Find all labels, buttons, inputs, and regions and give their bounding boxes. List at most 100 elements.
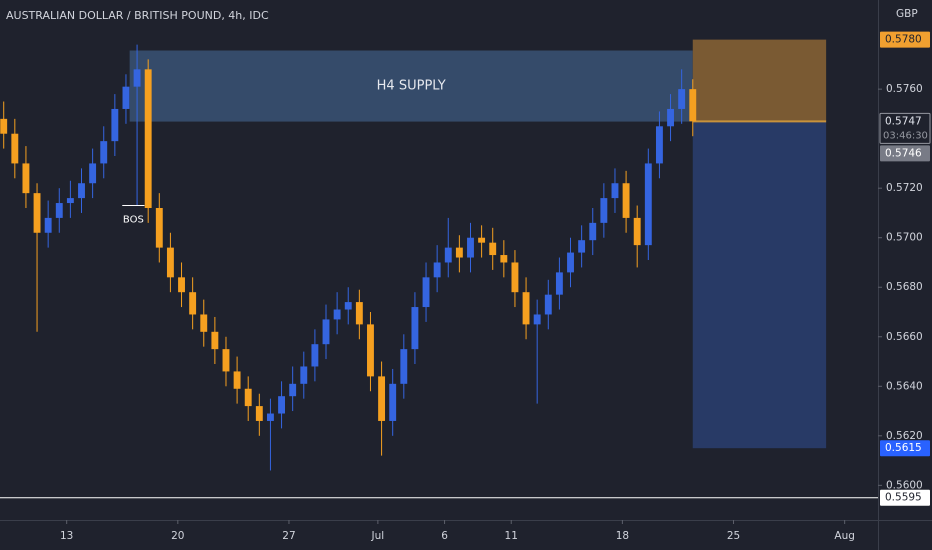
y-tick-label: 0.5720 <box>886 182 923 194</box>
candle-body <box>300 366 308 384</box>
candle-body <box>289 383 297 397</box>
candle-body <box>467 237 474 258</box>
candle-body <box>55 203 63 218</box>
candle-body <box>567 252 574 273</box>
candle-body <box>311 344 319 367</box>
price-badge-label: 0.5747 <box>885 115 922 127</box>
candle-body <box>600 198 608 223</box>
candle-body <box>66 198 74 204</box>
candle-body <box>255 406 263 421</box>
candle-body <box>133 69 141 87</box>
candle-body <box>22 163 30 194</box>
x-tick-label: 27 <box>282 530 295 542</box>
candle-body <box>644 163 652 246</box>
countdown: 03:46:30 <box>883 130 928 141</box>
x-tick-label: 25 <box>727 530 740 542</box>
candle-body <box>555 272 563 295</box>
price-badge <box>879 112 931 144</box>
candle-body <box>189 292 197 315</box>
candle-body <box>433 262 441 278</box>
price-badge-label: 0.5746 <box>885 147 922 159</box>
candle-body <box>422 277 430 308</box>
candle-body <box>511 262 519 293</box>
currency-label: GBP <box>896 8 918 20</box>
candle-body <box>444 247 452 263</box>
candle-body <box>678 89 686 109</box>
candle-body <box>544 294 552 315</box>
y-tick-label: 0.5640 <box>886 380 923 392</box>
price-badge-label: 0.5780 <box>885 34 922 46</box>
y-tick-label: 0.5660 <box>886 331 923 343</box>
x-tick-label: 6 <box>441 530 448 542</box>
candle-body <box>322 319 330 345</box>
candle-body <box>211 331 219 350</box>
candle-body <box>89 163 97 184</box>
candle-body <box>155 208 163 248</box>
candle-body <box>244 388 252 407</box>
y-tick-label: 0.5700 <box>886 232 923 244</box>
chart-title: AUSTRALIAN DOLLAR / BRITISH POUND, 4h, I… <box>6 9 269 22</box>
candle-body <box>44 217 52 233</box>
candle-body <box>389 383 397 421</box>
price-badge <box>880 489 930 506</box>
candle-body <box>144 69 152 208</box>
price-badge <box>880 145 930 162</box>
candle-body <box>333 309 341 320</box>
y-tick-label: 0.5760 <box>886 83 923 95</box>
candle-body <box>100 141 108 164</box>
candle-body <box>611 183 619 199</box>
candle-body <box>455 247 463 258</box>
candle-body <box>166 247 174 278</box>
candle-body <box>400 349 408 384</box>
x-tick-label: 13 <box>60 530 73 542</box>
candle-body <box>578 240 586 253</box>
candle-body <box>200 314 208 332</box>
candle-body <box>533 314 541 325</box>
candle-body <box>667 108 674 127</box>
price-badge-label: 0.5595 <box>885 492 922 504</box>
x-tick-label: 18 <box>616 530 629 542</box>
x-tick-label: 20 <box>171 530 184 542</box>
candle-body <box>655 126 663 164</box>
zone-label: H4 SUPPLY <box>377 79 446 94</box>
stop-area <box>692 39 827 122</box>
candle-body <box>266 413 274 421</box>
target-area <box>692 121 827 449</box>
y-tick-label: 0.5600 <box>886 479 923 491</box>
candle-body <box>33 193 41 233</box>
x-tick-label: Aug <box>834 530 855 542</box>
price-badge <box>880 440 930 457</box>
candle-body <box>233 371 241 389</box>
candle-body <box>689 89 697 122</box>
candle-body <box>355 302 363 325</box>
candle-body <box>589 222 597 241</box>
x-tick-label: 11 <box>505 530 518 542</box>
candle-body <box>478 237 486 243</box>
candle-body <box>489 242 497 256</box>
candle-body <box>0 118 8 134</box>
candle-body <box>111 108 119 142</box>
y-tick-label: 0.5620 <box>886 430 923 442</box>
supply-zone <box>129 50 693 122</box>
bos-label: BOS <box>123 215 144 226</box>
candle-body <box>178 277 185 293</box>
candle-body <box>78 183 85 199</box>
price-badge <box>880 31 930 48</box>
y-tick-label: 0.5680 <box>886 281 923 293</box>
candle-body <box>11 133 19 164</box>
price-badge-label: 0.5615 <box>885 442 922 454</box>
candle-body <box>378 376 386 421</box>
candle-body <box>278 396 285 414</box>
candle-body <box>500 255 508 263</box>
candle-body <box>633 217 641 246</box>
candle-body <box>622 183 630 218</box>
candle-body <box>222 349 230 372</box>
candle-body <box>367 324 374 377</box>
x-tick-label: Jul <box>371 530 385 542</box>
candle-body <box>122 86 130 109</box>
candle-body <box>411 307 419 350</box>
candle-body <box>344 302 352 310</box>
candle-body <box>522 292 530 325</box>
